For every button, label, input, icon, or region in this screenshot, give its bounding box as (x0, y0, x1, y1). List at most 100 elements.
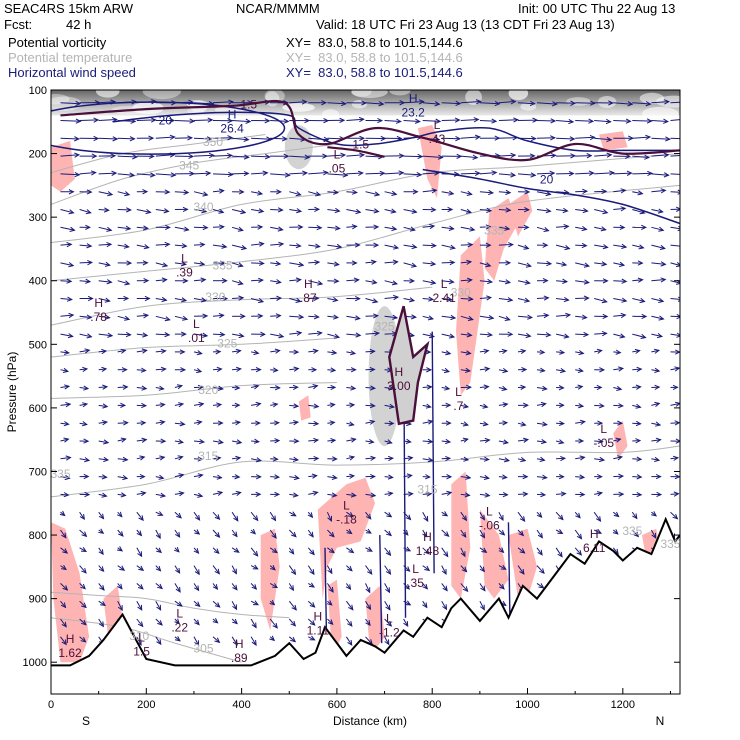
wind-vector (202, 332, 209, 338)
wind-vector (183, 226, 190, 232)
wind-vector (151, 99, 157, 105)
wind-vector (435, 118, 442, 124)
wind-vector (79, 514, 85, 521)
wind-vector (212, 154, 232, 157)
wind-vector (384, 296, 399, 299)
wind-vector (670, 457, 678, 460)
wind-vector (243, 136, 250, 142)
wind-vector (575, 280, 589, 284)
wind-vector (331, 456, 338, 462)
wind-vector (289, 262, 304, 266)
wind-vector (270, 173, 290, 176)
wind-vector (322, 153, 329, 159)
wind-vector (60, 351, 69, 354)
wind-vector (575, 297, 589, 299)
wind-vector (197, 492, 204, 498)
wind-vector (460, 315, 473, 321)
wind-vector (141, 402, 148, 409)
wind-vector (422, 547, 430, 555)
wind-vector (232, 618, 238, 625)
field-name-pv: Potential vorticity (8, 35, 107, 50)
wind-vector (480, 532, 486, 539)
wind-vector (117, 191, 130, 196)
wind-vector (498, 191, 511, 194)
wind-vector (409, 278, 416, 284)
wind-vector (632, 279, 643, 282)
wind-vector (654, 456, 661, 462)
wind-vector (579, 491, 586, 498)
wind-vector (298, 261, 305, 268)
wind-vector (80, 583, 86, 590)
wind-vector (684, 153, 689, 157)
wind-vector (212, 457, 221, 460)
wind-vector (369, 403, 376, 409)
wind-vector (174, 403, 184, 406)
wind-vector (650, 529, 657, 539)
wind-vector (340, 152, 347, 158)
wind-vector (63, 437, 70, 443)
wind-vector (74, 152, 81, 158)
wind-vector (594, 172, 614, 175)
wind-vector (613, 333, 625, 338)
wind-vector (503, 457, 511, 463)
wind-vector (143, 278, 150, 284)
wind-vector (98, 621, 105, 628)
wind-vector (517, 422, 526, 426)
wind-vector (312, 490, 319, 496)
wind-vector (507, 297, 514, 303)
wind-vector (79, 349, 90, 353)
wind-vector (316, 330, 323, 336)
wind-vector (676, 332, 680, 338)
wind-vector (174, 262, 186, 265)
wind-vector (200, 277, 207, 283)
wind-vector (68, 262, 75, 268)
wind-vector (194, 529, 201, 535)
wind-vector (373, 242, 380, 248)
wind-vector (422, 386, 432, 388)
wind-vector (536, 565, 545, 574)
wind-vector (460, 529, 467, 538)
wind-vector (460, 333, 472, 336)
wind-vector (227, 152, 233, 159)
wind-vector (349, 455, 356, 461)
wind-vector (391, 280, 399, 286)
wind-vector (501, 474, 508, 480)
wind-vector (83, 385, 90, 391)
wind-vector (329, 402, 336, 408)
negative-pv-region (51, 522, 90, 663)
wind-vector (574, 547, 582, 556)
wind-vector (575, 404, 584, 407)
wind-vector (270, 440, 280, 442)
wind-vector (673, 491, 680, 497)
wind-speed-contour-label: 20 (159, 113, 173, 127)
wind-vector (638, 244, 645, 250)
wind-vector (117, 137, 135, 140)
wind-vector (125, 225, 132, 231)
wind-vector (520, 421, 527, 427)
pv-extremum-value: 3.00 (387, 379, 411, 393)
wind-vector (391, 190, 398, 196)
wind-vector (536, 493, 546, 496)
wind-vector (214, 602, 221, 608)
theta-contour-label: 320 (198, 383, 218, 397)
wind-vector (602, 313, 609, 320)
wind-vector (635, 438, 642, 444)
wind-vector (129, 136, 136, 142)
wind-vector (469, 226, 476, 232)
wind-vector (155, 387, 164, 390)
wind-vector (313, 295, 320, 301)
wind-vector (214, 532, 221, 538)
wind-vector (60, 137, 79, 140)
wind-vector (141, 385, 148, 391)
wind-vector (313, 437, 320, 444)
wind-vector (576, 533, 583, 540)
wind-vector (386, 512, 393, 518)
wind-vector (411, 262, 418, 268)
wind-vector (593, 529, 602, 534)
wind-vector (502, 368, 509, 374)
wind-vector (85, 209, 92, 215)
wind-vector (212, 529, 220, 538)
wind-vector (156, 547, 162, 554)
wind-vector (504, 225, 511, 231)
wind-vector (485, 224, 492, 230)
